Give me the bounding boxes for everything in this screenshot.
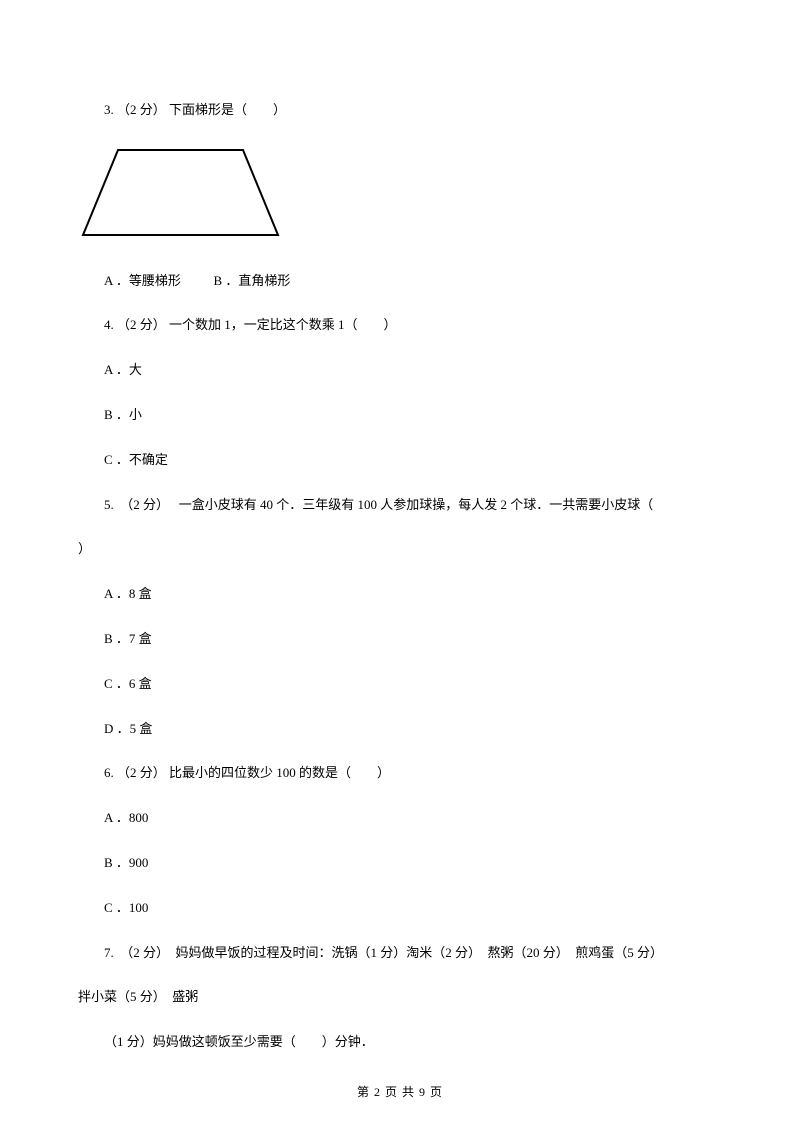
question-7-text: 7. （2 分） 妈妈做早饭的过程及时间：洗锅（1 分）淘米（2 分） 熬粥（2… <box>78 943 722 964</box>
q6-option-b: B ．900 <box>78 853 722 874</box>
q5-option-a: A ．8 盒 <box>78 584 722 605</box>
question-4-text: 4. （2 分） 一个数加 1，一定比这个数乘 1（ ） <box>78 315 722 336</box>
q3-option-b: B ．直角梯形 <box>213 273 290 288</box>
question-3-options: A ．等腰梯形 B ．直角梯形 <box>78 271 722 292</box>
trapezoid-figure <box>78 145 722 247</box>
question-7-line2: 拌小菜（5 分） 盛粥 <box>78 987 722 1008</box>
q6-option-a: A ．800 <box>78 808 722 829</box>
q3-option-spacer <box>184 273 210 288</box>
question-5-text: 5. （2 分） 一盒小皮球有 40 个．三年级有 100 人参加球操，每人发 … <box>78 495 722 516</box>
q5-option-b: B ．7 盒 <box>78 629 722 650</box>
question-6-text: 6. （2 分） 比最小的四位数少 100 的数是（ ） <box>78 763 722 784</box>
trapezoid-svg <box>78 145 283 240</box>
question-3-text: 3. （2 分） 下面梯形是（ ） <box>78 100 722 121</box>
q6-option-c: C ．100 <box>78 898 722 919</box>
page-footer: 第 2 页 共 9 页 <box>0 1083 800 1102</box>
q5-option-d: D ．5 盒 <box>78 719 722 740</box>
q4-option-b: B ．小 <box>78 405 722 426</box>
question-7-line3: （1 分）妈妈做这顿饭至少需要（ ）分钟． <box>78 1032 722 1053</box>
q4-option-c: C ．不确定 <box>78 450 722 471</box>
q5-option-c: C ．6 盒 <box>78 674 722 695</box>
trapezoid-shape <box>83 150 278 235</box>
q4-option-a: A ．大 <box>78 360 722 381</box>
question-5-paren: ） <box>78 539 722 560</box>
q3-option-a: A ．等腰梯形 <box>104 273 181 288</box>
